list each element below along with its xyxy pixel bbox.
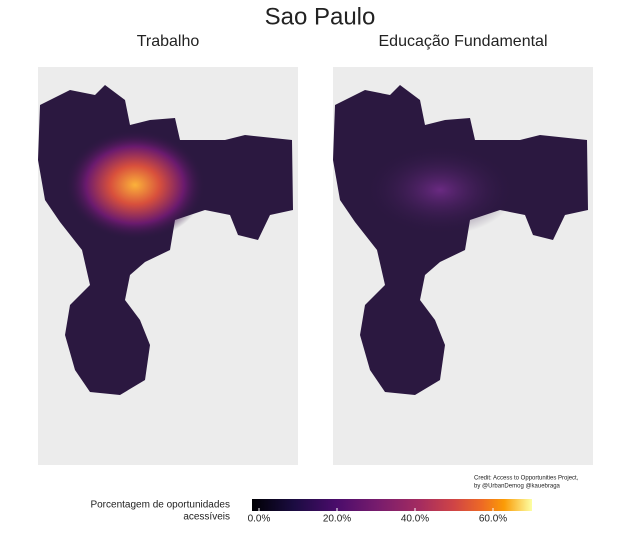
credit: by @UrbanDemog @kauebraga	[474, 484, 561, 490]
tick-label: 60.0%	[479, 514, 507, 525]
hotspot	[365, 145, 515, 235]
legend-title: acessíveis	[183, 512, 230, 523]
map-panel: Trabalho	[38, 33, 298, 465]
hotspot	[65, 130, 205, 240]
colorbar	[252, 499, 532, 511]
legend: 0.0% 20.0% 40.0% 60.0%	[248, 499, 532, 525]
legend-title: Porcentagem de oportunidades	[90, 500, 230, 511]
tick-label: 0.0%	[248, 514, 271, 525]
panel-title: Trabalho	[137, 33, 200, 50]
map-panel: Educação Fundamental	[333, 33, 593, 465]
tick-label: 40.0%	[401, 514, 429, 525]
tick-label: 20.0%	[323, 514, 351, 525]
panel-title: Educação Fundamental	[379, 33, 548, 50]
title: Sao Paulo	[265, 3, 376, 30]
credit: Credit: Access to Opportunities Project,	[474, 476, 579, 482]
